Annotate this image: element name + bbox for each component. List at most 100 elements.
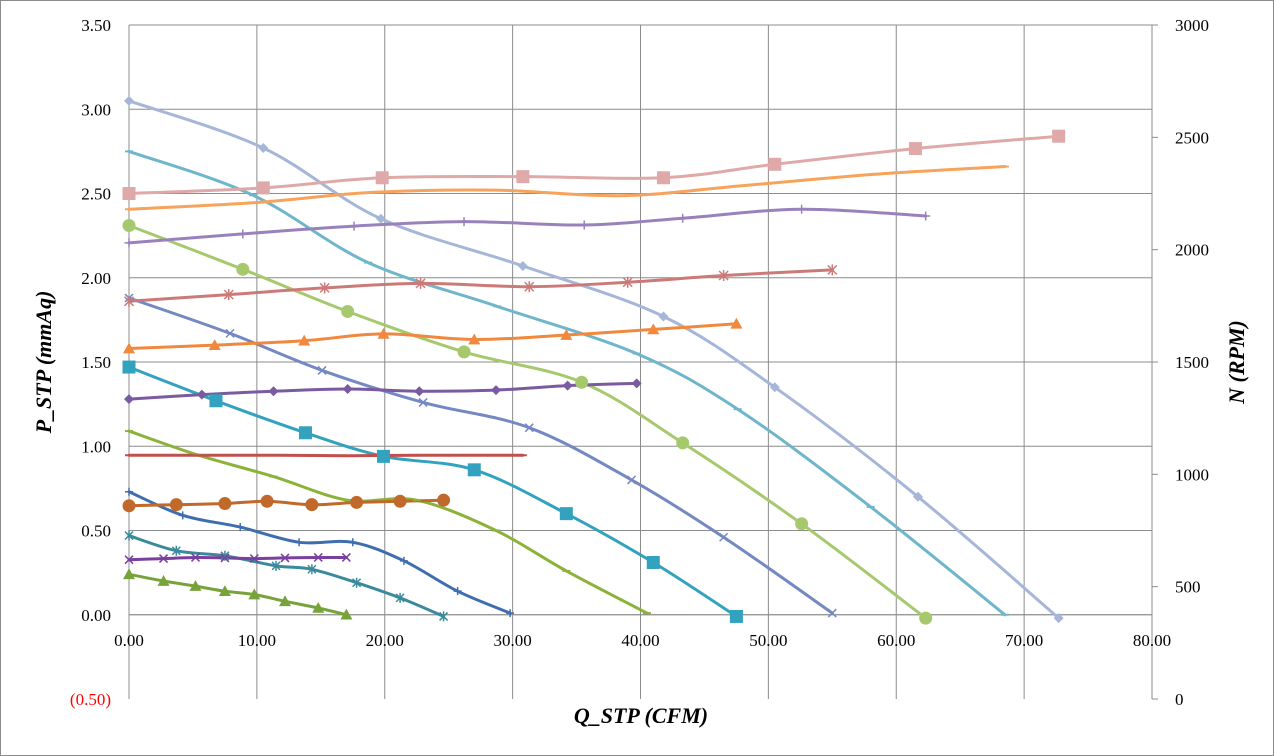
data-point bbox=[196, 389, 207, 400]
data-point bbox=[157, 575, 170, 586]
data-point bbox=[260, 494, 274, 508]
data-point bbox=[271, 560, 281, 571]
data-point bbox=[908, 142, 922, 156]
data-point bbox=[647, 323, 660, 335]
y-tick-label: 1.50 bbox=[81, 353, 111, 372]
data-point bbox=[467, 463, 481, 477]
data-point bbox=[248, 588, 261, 600]
x-tick-label: 30.00 bbox=[494, 631, 532, 650]
data-point bbox=[317, 365, 327, 375]
marker-layer bbox=[122, 95, 1066, 625]
data-point bbox=[279, 595, 292, 607]
data-point bbox=[562, 380, 573, 391]
data-point bbox=[453, 587, 462, 596]
data-point bbox=[1052, 129, 1066, 143]
x-tick-label: 50.00 bbox=[749, 631, 787, 650]
data-point bbox=[123, 342, 135, 354]
data-point bbox=[579, 220, 589, 230]
data-point bbox=[236, 523, 245, 532]
data-point bbox=[341, 304, 355, 318]
data-point bbox=[348, 538, 357, 547]
data-point bbox=[827, 264, 838, 276]
data-point bbox=[313, 552, 323, 562]
data-point bbox=[560, 329, 573, 340]
data-point bbox=[559, 507, 573, 521]
data-point bbox=[268, 386, 279, 397]
data-point bbox=[178, 511, 187, 520]
data-point bbox=[769, 382, 780, 393]
data-point bbox=[171, 545, 181, 556]
data-point bbox=[415, 277, 426, 289]
series-line-1 bbox=[127, 99, 1061, 620]
data-point bbox=[719, 532, 729, 542]
data-point bbox=[124, 394, 134, 405]
y2-tick-label: 2500 bbox=[1175, 128, 1209, 147]
data-point bbox=[122, 499, 136, 513]
data-point bbox=[437, 493, 451, 507]
data-point bbox=[375, 213, 386, 224]
data-point bbox=[340, 608, 353, 620]
data-point bbox=[827, 608, 837, 618]
data-point bbox=[730, 317, 743, 329]
data-point bbox=[439, 611, 449, 622]
data-point bbox=[459, 217, 469, 227]
data-point bbox=[349, 221, 359, 231]
data-point bbox=[236, 262, 250, 276]
data-point bbox=[220, 550, 230, 561]
tick-labels: 0.00 10.00 20.00 30.00 40.00 50.00 60.00 70.00 8… bbox=[70, 16, 1209, 709]
y2-tick-label: 1500 bbox=[1175, 353, 1209, 372]
series-line-18 bbox=[127, 555, 348, 562]
data-point bbox=[912, 491, 923, 502]
x-axis-title: Q_STP (CFM) bbox=[574, 703, 708, 728]
data-point bbox=[631, 378, 642, 389]
data-point bbox=[352, 577, 362, 588]
y-tick-label: 2.50 bbox=[81, 185, 111, 204]
data-point bbox=[123, 295, 135, 307]
data-point bbox=[506, 609, 515, 618]
series-line-6 bbox=[127, 429, 649, 615]
data-point bbox=[169, 498, 183, 512]
data-point bbox=[516, 170, 530, 184]
data-point bbox=[258, 143, 269, 154]
data-point bbox=[122, 187, 136, 200]
data-point bbox=[393, 494, 407, 508]
data-point bbox=[158, 554, 169, 564]
y-tick-label: 3.00 bbox=[81, 100, 111, 119]
series-line-8 bbox=[127, 534, 446, 618]
series-line-16 bbox=[127, 453, 525, 458]
x-tick-label: 40.00 bbox=[621, 631, 659, 650]
y2-tick-label: 500 bbox=[1175, 578, 1201, 597]
data-point bbox=[218, 585, 231, 596]
series-line-7 bbox=[127, 490, 512, 615]
data-point bbox=[124, 238, 134, 248]
data-point bbox=[223, 289, 234, 301]
y-tick-label: 0.00 bbox=[81, 606, 111, 625]
data-point bbox=[124, 95, 134, 106]
x-tick-label: 10.00 bbox=[238, 631, 276, 650]
y2-tick-label: 1000 bbox=[1175, 465, 1209, 484]
y2-tick-label: 3000 bbox=[1175, 16, 1209, 35]
data-point bbox=[768, 157, 782, 171]
data-point bbox=[350, 495, 364, 509]
series-line-13 bbox=[127, 268, 834, 303]
data-point bbox=[319, 282, 330, 294]
data-point bbox=[657, 171, 671, 185]
data-point bbox=[298, 334, 311, 346]
series-line-11 bbox=[127, 165, 1007, 211]
data-point bbox=[919, 611, 933, 625]
y-tick-label: (0.50) bbox=[70, 690, 111, 709]
y-tick-label: 2.00 bbox=[81, 269, 111, 288]
data-point bbox=[795, 517, 809, 531]
data-point bbox=[124, 555, 134, 565]
data-point bbox=[220, 553, 230, 563]
data-point bbox=[225, 328, 235, 338]
data-point bbox=[627, 475, 637, 485]
x-tick-label: 20.00 bbox=[366, 631, 404, 650]
data-point bbox=[718, 270, 729, 282]
data-point bbox=[797, 204, 807, 214]
data-point bbox=[307, 564, 317, 575]
x-tick-label: 70.00 bbox=[1005, 631, 1043, 650]
data-point bbox=[575, 375, 589, 389]
series-line-10 bbox=[127, 134, 1061, 195]
